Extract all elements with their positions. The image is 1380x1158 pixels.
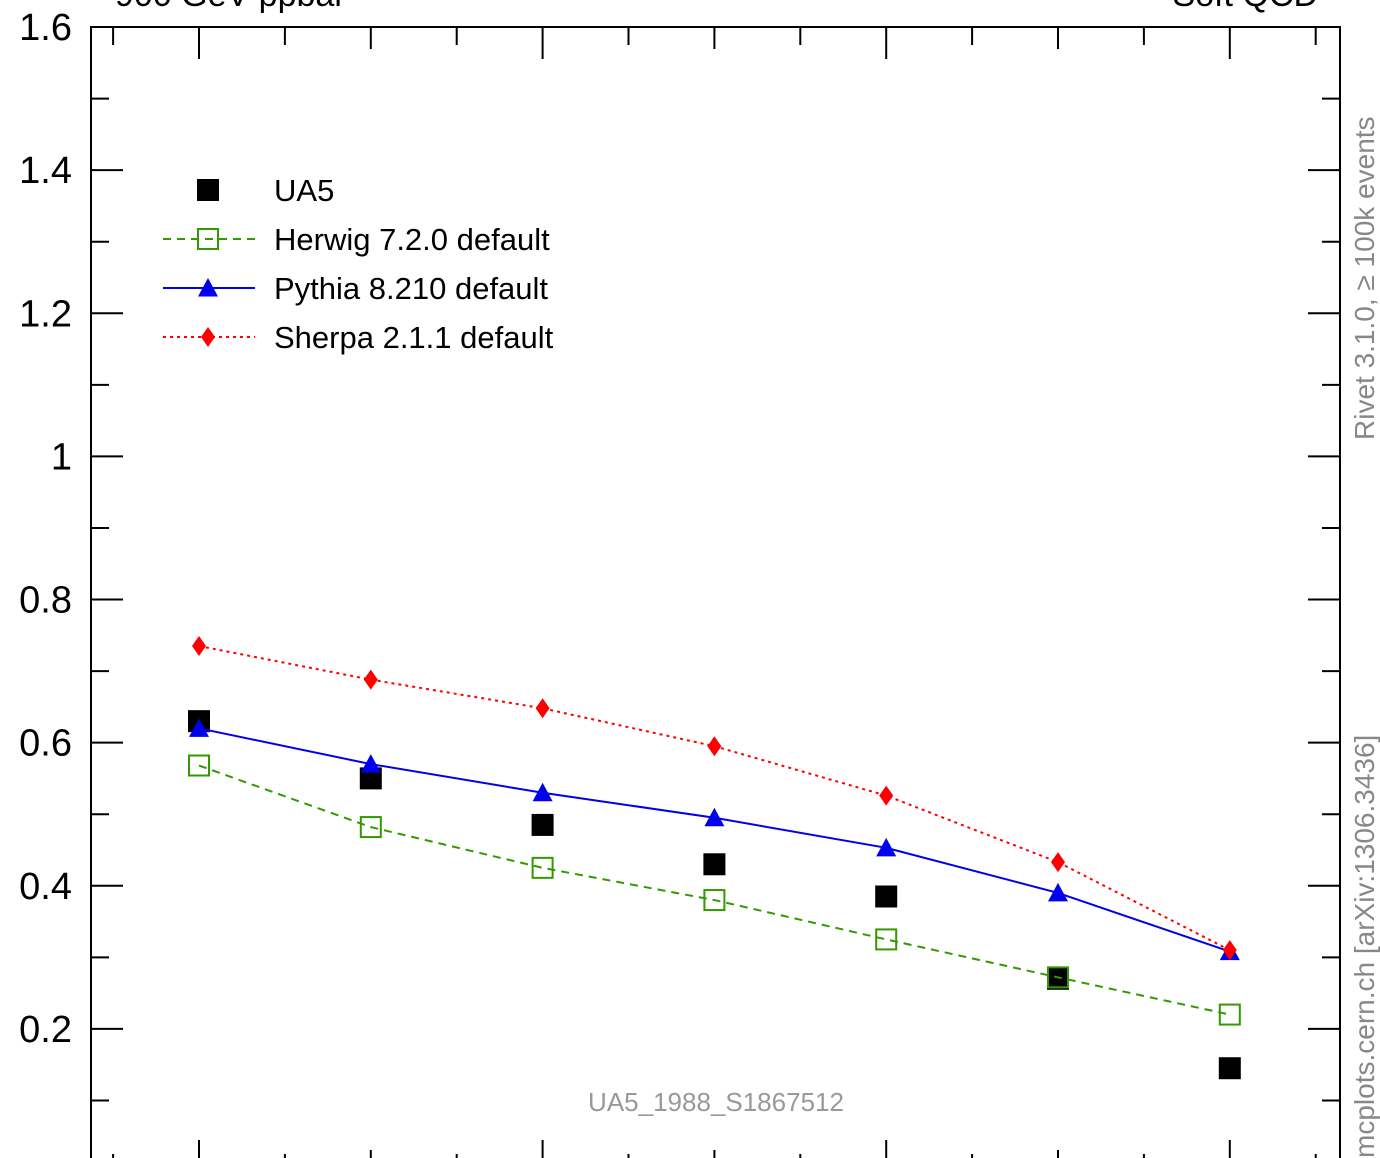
plot-frame [90, 26, 1341, 1158]
series-line [198, 645, 1231, 952]
data-point [1048, 882, 1068, 902]
y-tick-label: 0.2 [19, 1009, 72, 1051]
legend-entry: Herwig 7.2.0 default [163, 222, 550, 257]
data-point [201, 327, 215, 347]
series-pythia [189, 718, 1240, 961]
legend-entry: Sherpa 2.1.1 default [163, 320, 554, 355]
data-point [363, 669, 378, 690]
data-point [535, 698, 550, 719]
data-point [1218, 1003, 1241, 1026]
y-tick-label: 0 [51, 1152, 72, 1158]
data-point [532, 782, 553, 802]
data-point [1222, 940, 1237, 961]
data-point [703, 853, 726, 876]
chart-header-right: Soft QCD [1173, 0, 1318, 14]
y-tick-label: 1.4 [19, 150, 72, 192]
data-point [879, 785, 894, 806]
data-point [360, 754, 381, 773]
data-point [707, 736, 722, 757]
data-point [531, 856, 554, 879]
series-sherpa [192, 636, 1237, 961]
series-herwig [188, 754, 1241, 1026]
y-tick-label: 0.4 [19, 866, 72, 908]
series-ua5 [188, 710, 1241, 1080]
legend-label: UA5 [274, 173, 334, 208]
data-point [704, 807, 725, 827]
legend-label: Herwig 7.2.0 default [274, 222, 550, 257]
data-point [197, 228, 219, 250]
y-tick-labels: 0 0.2 0.4 0.6 0.8 1 1.2 1.4 1.6 [19, 7, 72, 1158]
data-point [359, 767, 382, 790]
series-line [198, 727, 1231, 953]
data-point [198, 278, 218, 297]
legend-entry: UA5 [197, 173, 334, 208]
data-point [189, 718, 209, 737]
data-point [875, 928, 898, 951]
chart-header-left: 900 GeV ppbar [115, 0, 346, 14]
legend-entry: Pythia 8.210 default [163, 271, 548, 306]
rivet-version-label: Rivet 3.1.0, ≥ 100k events [1349, 116, 1380, 440]
y-tick-label: 0.8 [19, 580, 72, 622]
series-line [198, 764, 1231, 1016]
data-point [1047, 967, 1069, 990]
legend: UA5 Herwig 7.2.0 default Pythia 8.210 defa… [163, 173, 554, 355]
data-point [703, 889, 726, 912]
mcplots-reference-label: mcplots.cern.ch [arXiv:1306.3436] [1349, 735, 1380, 1158]
analysis-watermark: UA5_1988_S1867512 [588, 1087, 844, 1117]
series-layer [188, 636, 1241, 1080]
data-point [531, 813, 554, 836]
data-point [359, 816, 382, 839]
data-point [188, 754, 210, 777]
y-tick-label: 0.6 [19, 723, 72, 765]
y-tick-label: 1.2 [19, 293, 72, 335]
data-point [1051, 852, 1065, 873]
data-point [192, 636, 206, 657]
y-tick-label: 1 [51, 436, 72, 478]
legend-label: Pythia 8.210 default [274, 271, 548, 306]
data-point [197, 179, 219, 201]
data-point [875, 885, 898, 908]
y-tick-label: 1.6 [19, 7, 72, 49]
legend-label: Sherpa 2.1.1 default [274, 320, 554, 355]
data-point [1047, 966, 1069, 989]
data-point [876, 837, 897, 857]
axis-ticks [91, 26, 1340, 1158]
data-point [1218, 1057, 1241, 1080]
